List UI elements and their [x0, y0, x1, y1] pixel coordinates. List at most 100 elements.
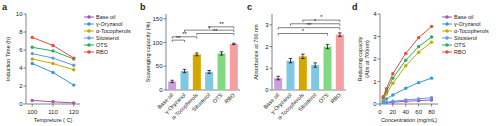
y-axis-label-line: Scavenging capacity (%) [145, 22, 151, 83]
legend-label: α-Tocopherols [454, 28, 489, 34]
y-tick-label: 0 [265, 87, 269, 93]
y-tick [270, 46, 273, 47]
bar [217, 53, 225, 90]
y-tick [378, 59, 381, 60]
series-point [31, 57, 34, 60]
series-point [72, 64, 75, 67]
x-tick [392, 104, 393, 107]
series-point [51, 49, 54, 52]
x-axis-label: Concentration (mg/mL) [381, 117, 437, 123]
legend-label: Base oil [96, 14, 116, 20]
series-point [385, 87, 388, 90]
plot-area [274, 33, 344, 90]
legend-label: OTS [454, 42, 466, 48]
x-axis [166, 90, 240, 91]
error-bar [301, 54, 305, 58]
series-point [72, 68, 75, 71]
y-tick [270, 90, 273, 91]
series-point [382, 96, 385, 99]
legend-marker [87, 36, 91, 40]
panel-label: a [2, 2, 8, 12]
y-tick [378, 104, 381, 105]
series-point [430, 40, 433, 43]
series-point [391, 82, 394, 85]
x-tick-label: 40 [402, 109, 409, 115]
x-tick-label: 80 [428, 109, 435, 115]
x-tick [405, 104, 406, 107]
x-tick [431, 104, 432, 107]
legend-label: γ-Oryzanol [96, 21, 123, 27]
legend-marker [445, 22, 449, 26]
y-tick [378, 14, 381, 15]
y-tick-label: 4 [19, 65, 23, 71]
error-bar [170, 80, 174, 82]
panel-label: c [247, 2, 252, 12]
significance-label: ** [307, 22, 312, 28]
series-point [417, 51, 420, 54]
series-point [417, 45, 420, 48]
panel-label: d [352, 2, 358, 12]
y-tick-label: 2 [19, 83, 23, 89]
x-tick [73, 104, 74, 107]
x-axis-label: Tempreture ( C) [34, 117, 73, 123]
y-tick [24, 86, 27, 87]
y-axis-label: Absorbance at 700 nm [253, 24, 259, 80]
series-point [430, 25, 433, 28]
x-tick-label: 100 [27, 109, 38, 115]
legend-label: RBO [96, 49, 109, 55]
error-bar [183, 69, 187, 72]
error-bar [313, 63, 317, 67]
legend-marker [87, 29, 91, 33]
y-axis-label: Scavenging capacity (%) [145, 22, 151, 83]
y-tick [24, 104, 27, 105]
plot-area [31, 36, 76, 104]
bar [230, 44, 238, 90]
y-tick [24, 32, 27, 33]
series-line [383, 78, 431, 101]
series-point [404, 98, 407, 101]
legend-label: Sitosterol [454, 35, 477, 41]
series-point [391, 72, 394, 75]
legend-marker [445, 15, 449, 19]
series-line [32, 100, 74, 103]
series-line [32, 59, 74, 70]
series-line [383, 26, 431, 96]
y-tick-label: 6 [19, 47, 23, 53]
legend-marker [445, 36, 449, 40]
y-tick-label: 0 [373, 101, 377, 107]
significance-label: * [208, 25, 211, 31]
x-axis [380, 104, 438, 105]
y-tick [378, 36, 381, 37]
x-tick [380, 104, 381, 107]
y-axis-label-line: Absorbance at 700 nm [253, 24, 259, 80]
significance-label: ** [213, 28, 218, 34]
series-point [391, 100, 394, 103]
legend-marker [87, 22, 91, 26]
series-point [51, 62, 54, 65]
series-point [31, 62, 34, 65]
series-point [417, 81, 420, 84]
y-axis-label: Reducing capacity(Abs at 700nm) [357, 36, 370, 81]
series-point [72, 57, 75, 60]
plot-area [168, 43, 238, 90]
y-axis [272, 14, 273, 90]
legend-marker [87, 43, 91, 47]
series-point [404, 87, 407, 90]
panel-label: b [140, 2, 146, 12]
y-axis [26, 14, 27, 104]
y-tick [24, 68, 27, 69]
error-bar [195, 53, 199, 56]
series-point [391, 93, 394, 96]
series-line [383, 37, 431, 98]
series-point [72, 101, 75, 104]
plot-area [382, 25, 434, 104]
series-point [404, 52, 407, 55]
bar [193, 54, 201, 90]
series-line [32, 64, 74, 86]
series-point [430, 96, 433, 99]
y-axis-label-line: Reducing capacity [357, 36, 363, 81]
series-line [32, 47, 74, 59]
legend-label: RBO [454, 49, 467, 55]
error-bar [276, 76, 280, 79]
y-tick-label: 0 [19, 101, 23, 107]
